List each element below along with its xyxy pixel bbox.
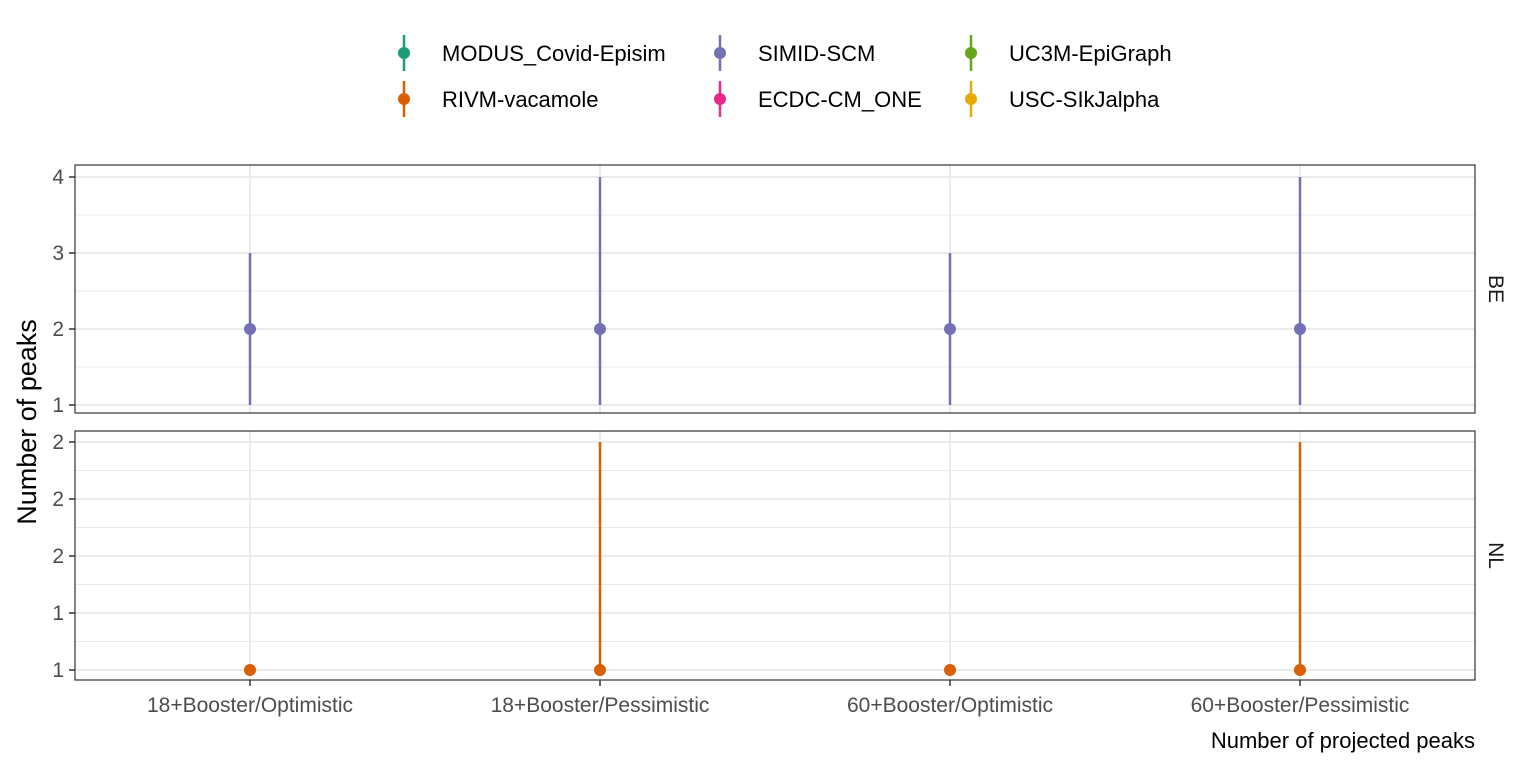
- legend-key-point: [965, 93, 977, 105]
- data-point: [594, 664, 606, 676]
- y-tick-label: 1: [52, 394, 64, 417]
- x-axis-title: Number of projected peaks: [1211, 728, 1475, 753]
- legend-item: USC-SIkJalpha: [965, 81, 1160, 117]
- legend-item: SIMID-SCM: [714, 35, 875, 71]
- strip-label: NL: [1484, 542, 1507, 569]
- legend-label: RIVM-vacamole: [442, 87, 598, 112]
- legend-key-point: [714, 47, 726, 59]
- x-tick-label: 18+Booster/Pessimistic: [491, 694, 710, 717]
- data-point: [944, 664, 956, 676]
- legend-item: UC3M-EpiGraph: [965, 35, 1172, 71]
- x-tick-label: 18+Booster/Optimistic: [147, 694, 353, 717]
- y-tick-label: 4: [52, 166, 64, 189]
- panel-be: 1 2 3 4 BE: [52, 164, 1507, 417]
- data-point: [594, 323, 606, 335]
- x-axis: 18+Booster/Optimistic 18+Booster/Pessimis…: [147, 680, 1409, 717]
- legend-key-point: [965, 47, 977, 59]
- x-tick-label: 60+Booster/Pessimistic: [1191, 694, 1410, 717]
- legend-label: ECDC-CM_ONE: [758, 87, 922, 112]
- y-tick-label: 2: [52, 488, 64, 511]
- legend-item: RIVM-vacamole: [398, 81, 598, 117]
- y-tick-label: 2: [52, 545, 64, 568]
- y-tick-label: 2: [52, 318, 64, 341]
- legend-label: MODUS_Covid-Episim: [442, 41, 666, 66]
- legend-item: ECDC-CM_ONE: [714, 81, 922, 117]
- y-tick-label: 1: [52, 659, 64, 682]
- series-rivm-vacamole: [244, 442, 1306, 676]
- panel-border: [74, 164, 1476, 414]
- y-axis-title: Number of peaks: [12, 319, 42, 525]
- legend: MODUS_Covid-Episim RIVM-vacamole SIMID-SCM…: [398, 35, 1172, 117]
- legend-key-point: [398, 93, 410, 105]
- data-point: [244, 323, 256, 335]
- legend-key-point: [398, 47, 410, 59]
- panel-nl: 1 1 2 2 2 NL: [52, 430, 1507, 682]
- data-point: [944, 323, 956, 335]
- x-tick-label: 60+Booster/Optimistic: [847, 694, 1053, 717]
- data-point: [244, 664, 256, 676]
- panel-border: [74, 430, 1476, 681]
- legend-label: UC3M-EpiGraph: [1009, 41, 1172, 66]
- panels: 1 2 3 4 BE 1 1 2 2 2 NL: [52, 164, 1507, 682]
- data-point: [1294, 323, 1306, 335]
- y-tick-label: 1: [52, 602, 64, 625]
- strip-label: BE: [1484, 275, 1507, 303]
- legend-item: MODUS_Covid-Episim: [398, 35, 666, 71]
- legend-label: SIMID-SCM: [758, 41, 875, 66]
- legend-label: USC-SIkJalpha: [1009, 87, 1160, 112]
- y-tick-label: 3: [52, 242, 64, 265]
- data-point: [1294, 664, 1306, 676]
- y-tick-label: 2: [52, 431, 64, 454]
- series-simid-scm: [244, 177, 1306, 405]
- legend-key-point: [714, 93, 726, 105]
- panel-background: [75, 165, 1475, 413]
